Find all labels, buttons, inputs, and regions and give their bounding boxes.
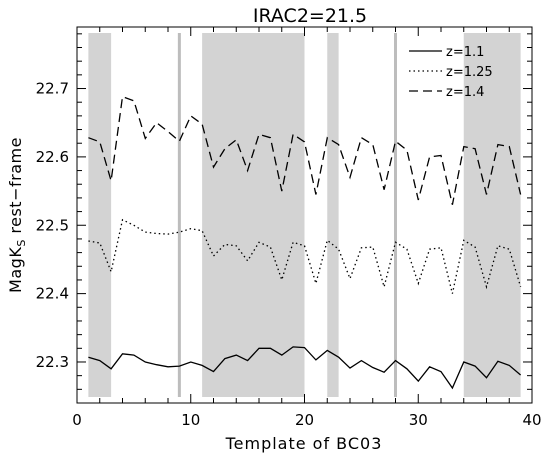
- shaded-band-2: [202, 33, 305, 397]
- x-tick-label: 40: [522, 411, 541, 429]
- y-axis-label-main: MagK: [6, 247, 25, 293]
- shaded-band-4: [463, 33, 521, 397]
- shaded-band-1: [88, 33, 112, 397]
- x-axis-label: Template of BC03: [225, 434, 383, 453]
- x-tick-label: 10: [181, 411, 200, 429]
- series-layer: [88, 95, 522, 390]
- y-axis-label: MagKS rest−frame: [6, 137, 28, 293]
- legend-label: z=1.1: [446, 45, 484, 60]
- y-tick-label: 22.5: [36, 216, 69, 234]
- x-tick-label: 30: [409, 411, 428, 429]
- y-axis-ticks: [77, 33, 532, 404]
- shaded-band-3: [327, 33, 339, 397]
- y-tick-label: 22.7: [36, 80, 69, 98]
- y-axis-label-rest: rest−frame: [6, 137, 25, 239]
- y-tick-label: 22.4: [36, 285, 69, 303]
- x-tick-labels: 0 10 20 30 40: [72, 411, 541, 429]
- x-tick-label: 20: [295, 411, 314, 429]
- y-tick-label: 22.3: [36, 353, 69, 371]
- legend: z=1.1 z=1.25 z=1.4: [409, 45, 493, 100]
- vertical-markers: [177, 33, 397, 397]
- y-tick-label: 22.6: [36, 148, 69, 166]
- chart-title: IRAC2=21.5: [253, 5, 367, 27]
- shaded-bands: [88, 33, 521, 397]
- legend-label: z=1.4: [446, 85, 484, 100]
- x-axis-ticks: [76, 27, 533, 403]
- y-axis-label-subscript: S: [15, 239, 28, 246]
- series-line-dotted: [88, 218, 522, 294]
- series-line-dashed: [88, 95, 522, 205]
- plot-area: [76, 26, 533, 404]
- y-tick-labels: 22.3 22.4 22.5 22.6 22.7: [36, 80, 69, 371]
- x-tick-label: 0: [72, 411, 82, 429]
- series-line-solid: [88, 346, 522, 390]
- legend-label: z=1.25: [446, 65, 493, 80]
